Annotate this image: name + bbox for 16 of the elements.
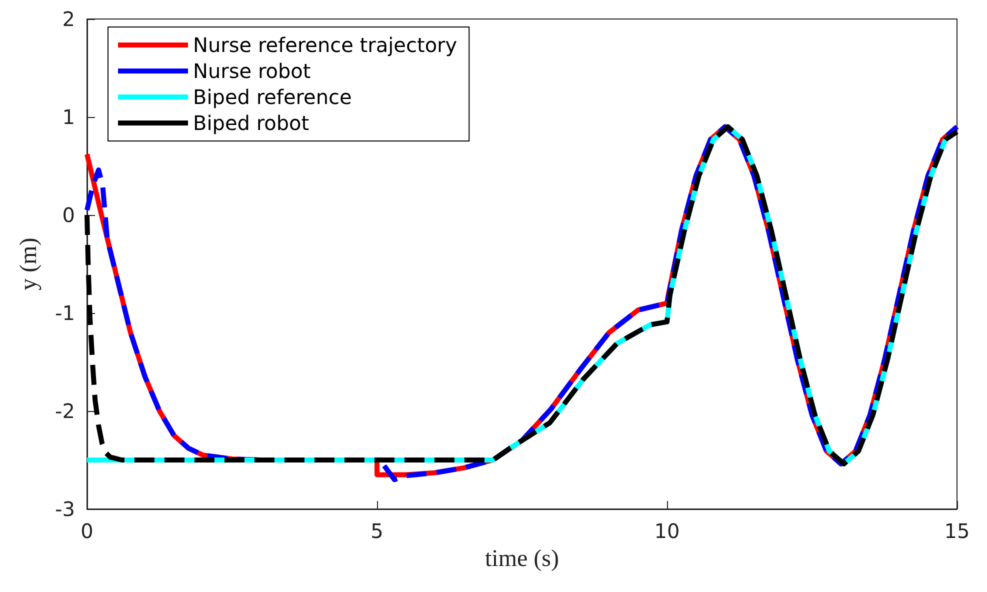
x-tick-label: 5 <box>370 519 384 543</box>
y-tick-label: -3 <box>55 497 75 521</box>
y-axis-title: y (m) <box>16 238 42 290</box>
y-tick-label: 0 <box>62 203 75 227</box>
legend-label: Biped robot <box>193 111 310 135</box>
legend-label: Biped reference <box>193 85 352 109</box>
y-tick-label: 2 <box>62 7 75 31</box>
y-tick-label: -2 <box>55 399 75 423</box>
x-tick-label: 15 <box>944 519 970 543</box>
x-tick-label: 0 <box>80 519 94 543</box>
x-axis-title: time (s) <box>485 546 559 572</box>
x-tick-label: 10 <box>654 519 680 543</box>
legend-label: Nurse robot <box>193 59 311 83</box>
legend-label: Nurse reference trajectory <box>193 33 458 57</box>
y-tick-label: 1 <box>62 105 75 129</box>
y-tick-label: -1 <box>55 301 75 325</box>
